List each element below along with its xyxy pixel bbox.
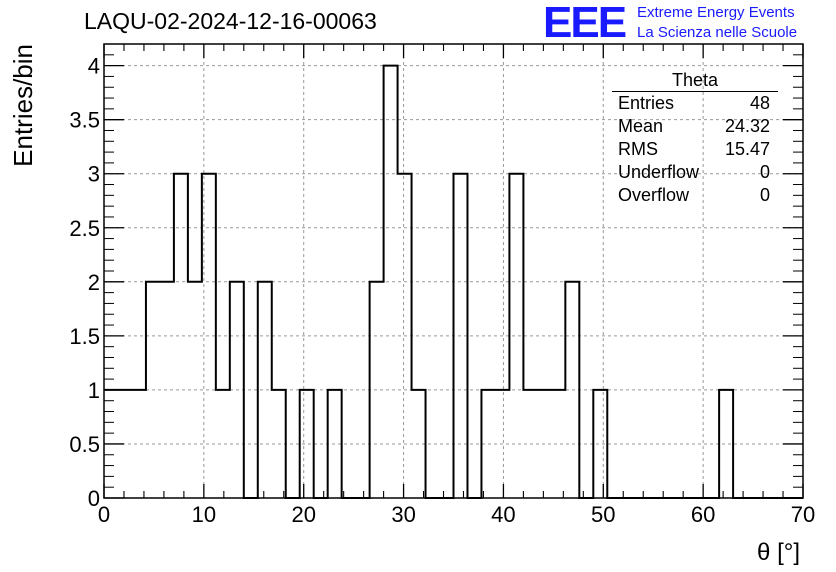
- stats-row: Underflow 0: [612, 161, 778, 184]
- x-tick-label: 30: [391, 502, 415, 527]
- stats-label: Underflow: [618, 162, 700, 182]
- x-tick-label: 70: [791, 502, 815, 527]
- y-tick-label: 2.5: [69, 216, 100, 241]
- stats-label: Mean: [618, 116, 664, 136]
- stats-label: Entries: [618, 93, 675, 113]
- x-tick-label: 10: [192, 502, 216, 527]
- y-tick-label: 0: [88, 486, 100, 511]
- chart-title: LAQU-02-2024-12-16-00063: [84, 8, 377, 34]
- axis-ticks: [103, 44, 804, 499]
- stats-rows: Entries 48 Mean 24.32 RMS 15.47 Underflow 0 Over…: [612, 92, 778, 207]
- y-tick-label: 1: [88, 378, 100, 403]
- stats-row: Overflow 0: [612, 184, 778, 207]
- stats-value: 0: [759, 185, 770, 205]
- stats-row: Entries 48: [612, 92, 778, 115]
- y-tick-label: 2: [88, 270, 100, 295]
- x-tick-label: 40: [491, 502, 515, 527]
- logo-text-line1: Extreme Energy Events: [637, 4, 795, 21]
- tick-labels: 0 10 20 30 40 50 60 70 0 0.5 1 1.5 2 2.5 3 3.5 4: [69, 54, 815, 527]
- y-tick-label: 4: [88, 54, 100, 79]
- y-tick-label: 0.5: [69, 432, 100, 457]
- stats-row: Mean 24.32: [612, 115, 778, 138]
- stats-label: Overflow: [618, 185, 690, 205]
- logo-text-line2: La Scienza nelle Scuole: [637, 24, 798, 41]
- x-axis-label: θ [°]: [757, 539, 800, 566]
- x-tick-label: 20: [291, 502, 315, 527]
- x-tick-label: 50: [591, 502, 615, 527]
- y-axis-label: Entries/bin: [8, 44, 38, 167]
- y-tick-label: 1.5: [69, 324, 100, 349]
- x-tick-label: 60: [691, 502, 715, 527]
- stats-title: Theta: [612, 70, 778, 92]
- stats-row: RMS 15.47: [612, 138, 778, 161]
- eee-logo: EEE: [543, 0, 627, 47]
- y-tick-label: 3.5: [69, 108, 100, 133]
- stats-value: 24.32: [724, 116, 770, 136]
- y-tick-label: 3: [88, 162, 100, 187]
- x-tick-label: 0: [98, 502, 110, 527]
- stats-value: 0: [759, 162, 770, 182]
- stats-box: Theta Entries 48 Mean 24.32 RMS 15.47 Underflo…: [612, 70, 778, 207]
- stats-value: 15.47: [724, 139, 770, 159]
- stats-label: RMS: [618, 139, 658, 159]
- stats-value: 48: [749, 93, 770, 113]
